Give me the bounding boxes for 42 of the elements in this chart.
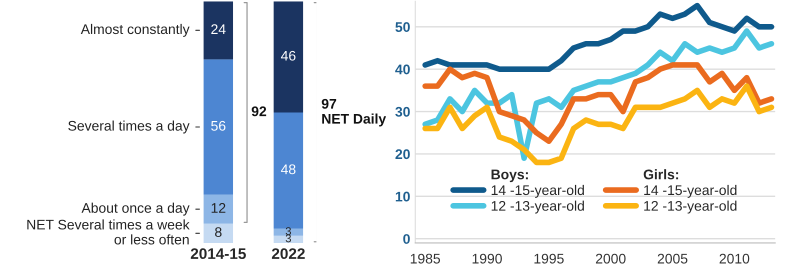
data-label: 12 xyxy=(212,203,226,213)
data-label: 56 xyxy=(211,120,226,131)
legend-label: 12 -13-year-old xyxy=(644,200,736,214)
annotation: Boys: xyxy=(492,170,528,182)
y-tick-label: 40 xyxy=(395,64,410,74)
x-tick-label: 2000 xyxy=(596,254,626,264)
bar xyxy=(204,224,234,243)
legend-label: 14 -15-year-old xyxy=(492,184,584,198)
series-label: Several times a day xyxy=(68,120,190,134)
bar xyxy=(204,1,234,60)
data-label: 3 xyxy=(286,234,291,242)
series-label: NET Several times a week or less often xyxy=(27,219,190,245)
data-label: 46 xyxy=(280,50,296,61)
y-tick-label: 20 xyxy=(395,149,410,160)
x-tick-label: 1990 xyxy=(472,254,502,264)
y-tick-label: 0 xyxy=(403,234,410,244)
bar xyxy=(204,194,234,224)
bar xyxy=(274,236,304,243)
bar xyxy=(274,1,304,113)
annotation: 92 xyxy=(252,106,266,116)
x-tick-label: 2022 xyxy=(272,248,305,260)
annotation: 97 NET Daily xyxy=(322,98,386,126)
legend-label: 14 -15-year-old xyxy=(644,184,736,198)
data-label: 8 xyxy=(215,227,222,238)
bar xyxy=(204,59,234,195)
x-tick-label: 1995 xyxy=(534,254,564,264)
data-label: 48 xyxy=(280,164,296,174)
x-tick-label: 2005 xyxy=(658,254,688,264)
legend-label: 12 -13-year-old xyxy=(492,200,584,214)
y-tick-label: 10 xyxy=(396,192,410,202)
y-tick-label: 30 xyxy=(395,106,410,117)
bar xyxy=(274,112,304,228)
data-label: 3 xyxy=(286,227,291,236)
data-label: 24 xyxy=(211,24,226,34)
x-tick-label: 1985 xyxy=(410,254,440,264)
bar xyxy=(274,228,304,236)
x-tick-label: 2010 xyxy=(720,254,750,264)
annotation: Girls: xyxy=(644,169,678,180)
series-label: Almost constantly xyxy=(80,24,190,37)
series-label: About once a day xyxy=(82,202,190,216)
y-tick-label: 50 xyxy=(395,22,410,32)
x-tick-label: 2014-15 xyxy=(190,248,246,260)
